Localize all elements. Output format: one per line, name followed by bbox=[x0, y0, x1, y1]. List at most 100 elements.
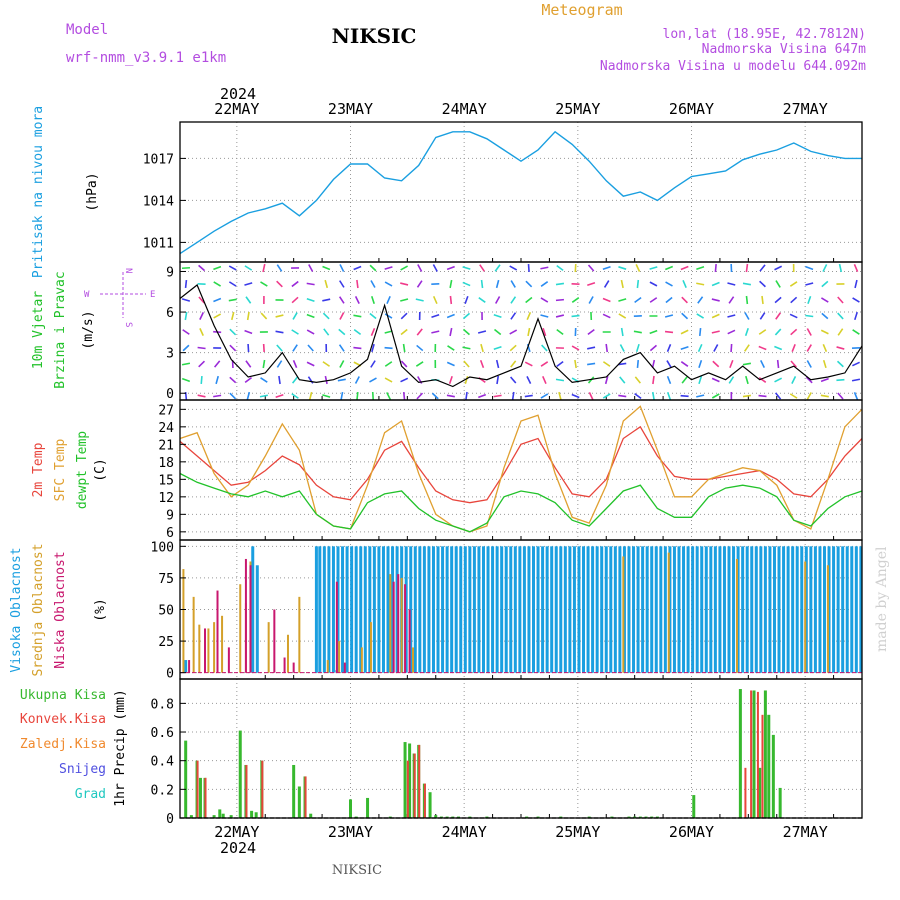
wind-arrow bbox=[711, 298, 720, 302]
wind-arrow bbox=[634, 376, 641, 384]
wind-arrow bbox=[181, 362, 191, 366]
date-label-bottom: 27MAY bbox=[783, 823, 828, 841]
wind-arrow bbox=[353, 265, 362, 271]
precip-total-bar bbox=[587, 816, 591, 818]
high-cloud-bar bbox=[591, 546, 595, 673]
date-label-bottom: 22MAY bbox=[214, 823, 259, 841]
high-cloud-bar bbox=[577, 546, 581, 673]
high-cloud-bar bbox=[359, 546, 363, 673]
wind-arrow bbox=[527, 263, 530, 273]
high-cloud-bar bbox=[431, 546, 435, 673]
compass-w: W bbox=[84, 290, 90, 300]
wind-arrow bbox=[431, 314, 440, 318]
wind-arrow bbox=[493, 394, 502, 398]
high-cloud-bar bbox=[468, 546, 472, 673]
precip-total-bar bbox=[184, 740, 188, 818]
wind-arrow bbox=[729, 359, 734, 369]
legend-snow: Snijeg bbox=[59, 762, 106, 777]
wind-arrow bbox=[774, 328, 782, 336]
wind-arrow bbox=[526, 312, 532, 320]
wind-arrow bbox=[384, 266, 393, 270]
wind-arrow bbox=[446, 394, 455, 398]
high-cloud-bar bbox=[804, 546, 808, 673]
wind-arrow bbox=[276, 344, 283, 352]
date-label-top: 22MAY bbox=[214, 100, 259, 118]
wind-arrow bbox=[182, 344, 190, 352]
wind-arrow bbox=[698, 375, 703, 385]
wind-arrow bbox=[400, 328, 408, 336]
wind-arrow bbox=[837, 296, 844, 304]
wind-arrow bbox=[665, 265, 674, 271]
y-tick-label: 0 bbox=[166, 812, 174, 827]
high-cloud-bar bbox=[377, 546, 381, 673]
wind-arrow bbox=[339, 264, 345, 272]
precip-conv-bar bbox=[756, 691, 759, 818]
wind-compass: N W E S bbox=[84, 268, 155, 327]
precip-total-bar bbox=[229, 815, 233, 818]
wind-arrow bbox=[215, 375, 220, 385]
wind-arrow bbox=[791, 376, 797, 384]
wind-arrow bbox=[540, 266, 549, 270]
wind-arrow bbox=[462, 312, 471, 320]
wind-arrow bbox=[384, 377, 393, 383]
wind-arrow bbox=[712, 360, 720, 368]
precip-total-bar bbox=[366, 797, 370, 818]
wind-arrow bbox=[449, 327, 453, 337]
high-cloud-bar bbox=[545, 546, 549, 673]
wind-arrow bbox=[666, 360, 672, 368]
precip-total-bar bbox=[189, 815, 193, 818]
wind-arrow bbox=[556, 264, 564, 272]
mid-cloud-bar bbox=[400, 577, 403, 673]
high-cloud-bar bbox=[668, 546, 672, 673]
y-tick-label: 50 bbox=[158, 604, 174, 619]
high-cloud-bar bbox=[572, 546, 576, 673]
legend-conv: Konvek.Kisa bbox=[20, 712, 106, 727]
high-cloud-bar bbox=[600, 546, 604, 673]
wind-arrow bbox=[696, 282, 705, 286]
wind-arrow bbox=[245, 360, 252, 368]
wind-arrow bbox=[555, 314, 565, 318]
wind-arrow bbox=[494, 264, 501, 272]
wind-arrow bbox=[230, 311, 235, 321]
wind-arrow bbox=[478, 393, 487, 399]
wind-arrow bbox=[540, 281, 549, 287]
high-cloud-bar bbox=[527, 546, 531, 673]
wind-arrow bbox=[602, 297, 611, 303]
wind-arrow bbox=[806, 392, 812, 400]
wind-arrow bbox=[228, 281, 237, 287]
model-label: Model bbox=[66, 22, 108, 38]
high-cloud-bar bbox=[750, 546, 754, 673]
wind-arrow bbox=[306, 329, 315, 335]
high-cloud-bar bbox=[636, 546, 640, 673]
wind-arrow bbox=[555, 378, 565, 382]
wind-arrow bbox=[651, 391, 655, 401]
wind-arrow bbox=[837, 328, 844, 336]
precip-legend: Ukupna Kisa Konvek.Kisa Zaledj.Kisa Snij… bbox=[20, 688, 106, 802]
high-cloud-bar bbox=[336, 546, 340, 673]
precip-total-bar bbox=[254, 812, 258, 818]
high-cloud-bar bbox=[763, 546, 767, 673]
wind-arrow bbox=[540, 297, 549, 303]
wind-arrow bbox=[509, 265, 518, 271]
wind-arrow bbox=[759, 264, 766, 272]
precip-total-bar bbox=[292, 764, 296, 818]
high-cloud-bar bbox=[759, 546, 763, 673]
wind-arrow bbox=[339, 312, 345, 320]
wind-arrow bbox=[291, 393, 299, 399]
y-tick-label: 0.8 bbox=[151, 697, 174, 712]
y-tick-label: 1017 bbox=[143, 152, 174, 167]
mid-cloud-bar bbox=[389, 574, 392, 673]
wind-arrow bbox=[384, 330, 393, 334]
precip-total-bar bbox=[559, 816, 563, 818]
wind-arrow bbox=[635, 264, 641, 272]
high-cloud-bar bbox=[800, 546, 804, 673]
wind-arrow bbox=[465, 391, 468, 401]
wind-arrow bbox=[649, 344, 658, 352]
high-cloud-bar bbox=[331, 546, 335, 673]
dewpoint-line bbox=[179, 472, 863, 533]
high-cloud-bar bbox=[850, 546, 854, 673]
wind-arrow bbox=[853, 391, 859, 401]
wind-arrow bbox=[774, 296, 782, 304]
precip-total-bar bbox=[468, 816, 472, 818]
